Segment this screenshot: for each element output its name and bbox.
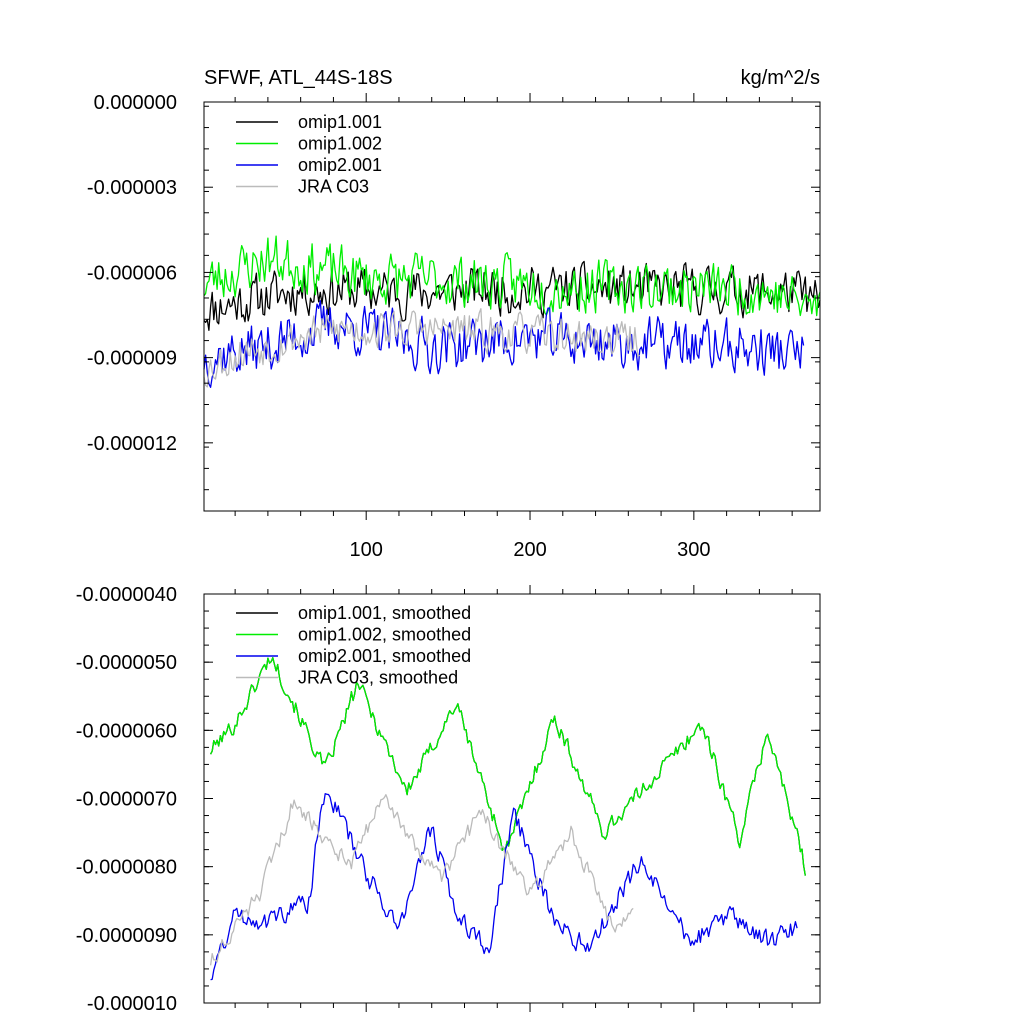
plot-frame xyxy=(203,101,821,512)
series-line-omip2-001-smoothed xyxy=(210,793,798,981)
series-line-jra-c03 xyxy=(203,308,641,388)
legend-label: omip1.002 xyxy=(298,134,382,154)
series-line-omip1-001 xyxy=(203,260,821,331)
tick-layer: -0.0000040 -0.0000050 -0.0000060 -0.0000070… xyxy=(76,584,820,1015)
bottom-panel: -0.0000040 -0.0000050 -0.0000060 -0.0000070… xyxy=(76,584,821,1015)
chart-title: SFWF, ATL_44S-18S xyxy=(204,67,393,89)
tick-layer: 0.000000 -0.000003 -0.000006 -0.000009 -0.00… xyxy=(87,92,820,561)
legend-label: omip2.001 xyxy=(298,155,382,175)
series-line-jra-c03-smoothed xyxy=(209,794,634,966)
y-tick-label: -0.000003 xyxy=(87,177,177,199)
x-tick-label: 200 xyxy=(513,539,546,561)
top-panel: SFWF, ATL_44S-18S kg/m^2/s 0.000000 -0.00… xyxy=(87,67,821,561)
legend-label: JRA C03, smoothed xyxy=(298,668,458,688)
y-tick-label: -0.000009 xyxy=(87,348,177,370)
units-label: kg/m^2/s xyxy=(741,67,820,89)
y-tick-label: -0.0000050 xyxy=(76,652,177,674)
y-tick-label: -0.0000090 xyxy=(76,925,177,947)
legend-label: omip1.002, smoothed xyxy=(298,625,471,645)
legend-label: JRA C03 xyxy=(298,177,369,197)
legend-label: omip1.001, smoothed xyxy=(298,603,471,623)
y-tick-label: -0.000006 xyxy=(87,262,177,284)
legend-label: omip2.001, smoothed xyxy=(298,646,471,666)
y-tick-label: -0.0000040 xyxy=(76,584,177,606)
series-layer xyxy=(209,657,806,981)
x-tick-label: 100 xyxy=(350,539,383,561)
y-tick-label: 0.000000 xyxy=(94,92,177,114)
y-tick-label: -0.000010 xyxy=(87,993,177,1015)
series-line-omip1-002 xyxy=(203,235,821,317)
x-tick-label: 300 xyxy=(677,539,710,561)
legend-label: omip1.001 xyxy=(298,112,382,132)
y-tick-label: -0.0000060 xyxy=(76,720,177,742)
series-layer xyxy=(203,235,821,388)
y-tick-label: -0.000012 xyxy=(87,433,177,455)
y-tick-label: -0.0000080 xyxy=(76,857,177,879)
y-tick-label: -0.0000070 xyxy=(76,789,177,811)
